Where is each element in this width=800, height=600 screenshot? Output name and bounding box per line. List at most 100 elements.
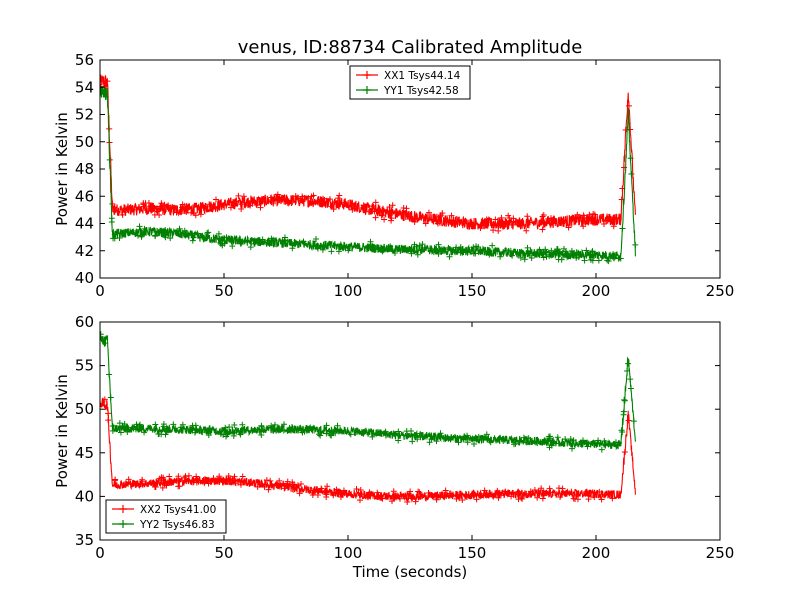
data-point [540, 492, 547, 499]
data-point [188, 209, 195, 216]
data-point [153, 205, 160, 212]
x-tick-label: 0 [95, 544, 105, 562]
data-point [167, 235, 174, 242]
data-point [161, 481, 168, 488]
data-point [210, 204, 217, 211]
data-point [263, 477, 270, 484]
data-point [573, 254, 580, 261]
data-point [271, 421, 278, 428]
data-point [226, 477, 233, 484]
data-point [191, 429, 198, 436]
legend-label: XX2 Tsys41.00 [140, 504, 216, 516]
data-point [595, 437, 602, 444]
data-point [595, 257, 602, 264]
data-point [580, 223, 587, 230]
data-point [250, 237, 257, 244]
data-point [453, 244, 460, 251]
data-point [413, 494, 420, 501]
data-point [365, 208, 372, 215]
data-point [525, 250, 532, 257]
y-tick-label: 48 [75, 160, 94, 178]
data-point [584, 490, 591, 497]
x-tick-label: 0 [95, 282, 105, 300]
x-tick-label: 100 [334, 282, 363, 300]
data-point [258, 422, 265, 429]
chart-title: venus, ID:88734 Calibrated Amplitude [238, 37, 583, 58]
top-panel: 0 50 100 150 200 250 40 42 44 46 48 50 52 54 56 Power i… [53, 51, 734, 300]
data-point [441, 493, 448, 500]
data-point [583, 214, 590, 221]
data-point [473, 496, 480, 503]
data-point [564, 488, 571, 495]
data-point [524, 213, 531, 220]
data-point [380, 207, 387, 214]
data-point [549, 251, 556, 258]
legend: XX1 Tsys44.14 YY1 Tsys42.58 [349, 65, 471, 100]
data-point [284, 427, 291, 434]
data-point [498, 214, 505, 221]
data-point [627, 385, 634, 392]
data-point [189, 422, 196, 429]
data-point [570, 437, 577, 444]
data-point [135, 232, 142, 239]
data-point [261, 426, 268, 433]
data-point [605, 258, 612, 265]
data-point [238, 201, 245, 208]
data-point [268, 194, 275, 201]
data-point [129, 424, 136, 431]
data-point [414, 251, 421, 258]
data-point [520, 434, 527, 441]
data-point [548, 442, 555, 449]
data-point [309, 198, 316, 205]
data-point [158, 200, 165, 207]
data-point [579, 437, 586, 444]
data-point [416, 242, 423, 249]
data-point [165, 205, 172, 212]
data-point [159, 484, 166, 491]
data-point [305, 194, 312, 201]
series-line [100, 85, 636, 263]
data-point [550, 215, 557, 222]
data-point [314, 491, 321, 498]
data-point [390, 488, 397, 495]
data-point [404, 498, 411, 505]
data-point [591, 211, 598, 218]
data-point [525, 435, 532, 442]
data-point [166, 473, 173, 480]
data-point [330, 492, 337, 499]
data-point [554, 434, 561, 441]
data-point [509, 252, 516, 259]
data-point [155, 431, 162, 438]
y-tick-label: 50 [75, 400, 94, 418]
data-point [386, 204, 393, 211]
data-point [297, 197, 304, 204]
data-point [223, 234, 230, 241]
data-point [487, 219, 494, 226]
data-point [568, 247, 575, 254]
data-point [544, 437, 551, 444]
data-point [369, 433, 376, 440]
y-tick-label: 40 [75, 487, 94, 505]
data-point [294, 241, 301, 248]
data-point [610, 255, 617, 262]
data-point [437, 213, 444, 220]
data-point [407, 488, 414, 495]
data-point [408, 427, 415, 434]
data-point [490, 493, 497, 500]
data-point [460, 436, 467, 443]
data-point [152, 421, 159, 428]
data-point [279, 196, 286, 203]
data-point [483, 431, 490, 438]
data-point [198, 204, 205, 211]
data-point [430, 249, 437, 256]
data-point [133, 421, 140, 428]
data-point [212, 196, 219, 203]
data-point [310, 192, 317, 199]
data-point [345, 247, 352, 254]
data-point [415, 488, 422, 495]
data-point [395, 428, 402, 435]
data-point [327, 431, 334, 438]
data-point [273, 481, 280, 488]
data-point [240, 193, 247, 200]
data-point [627, 376, 634, 383]
